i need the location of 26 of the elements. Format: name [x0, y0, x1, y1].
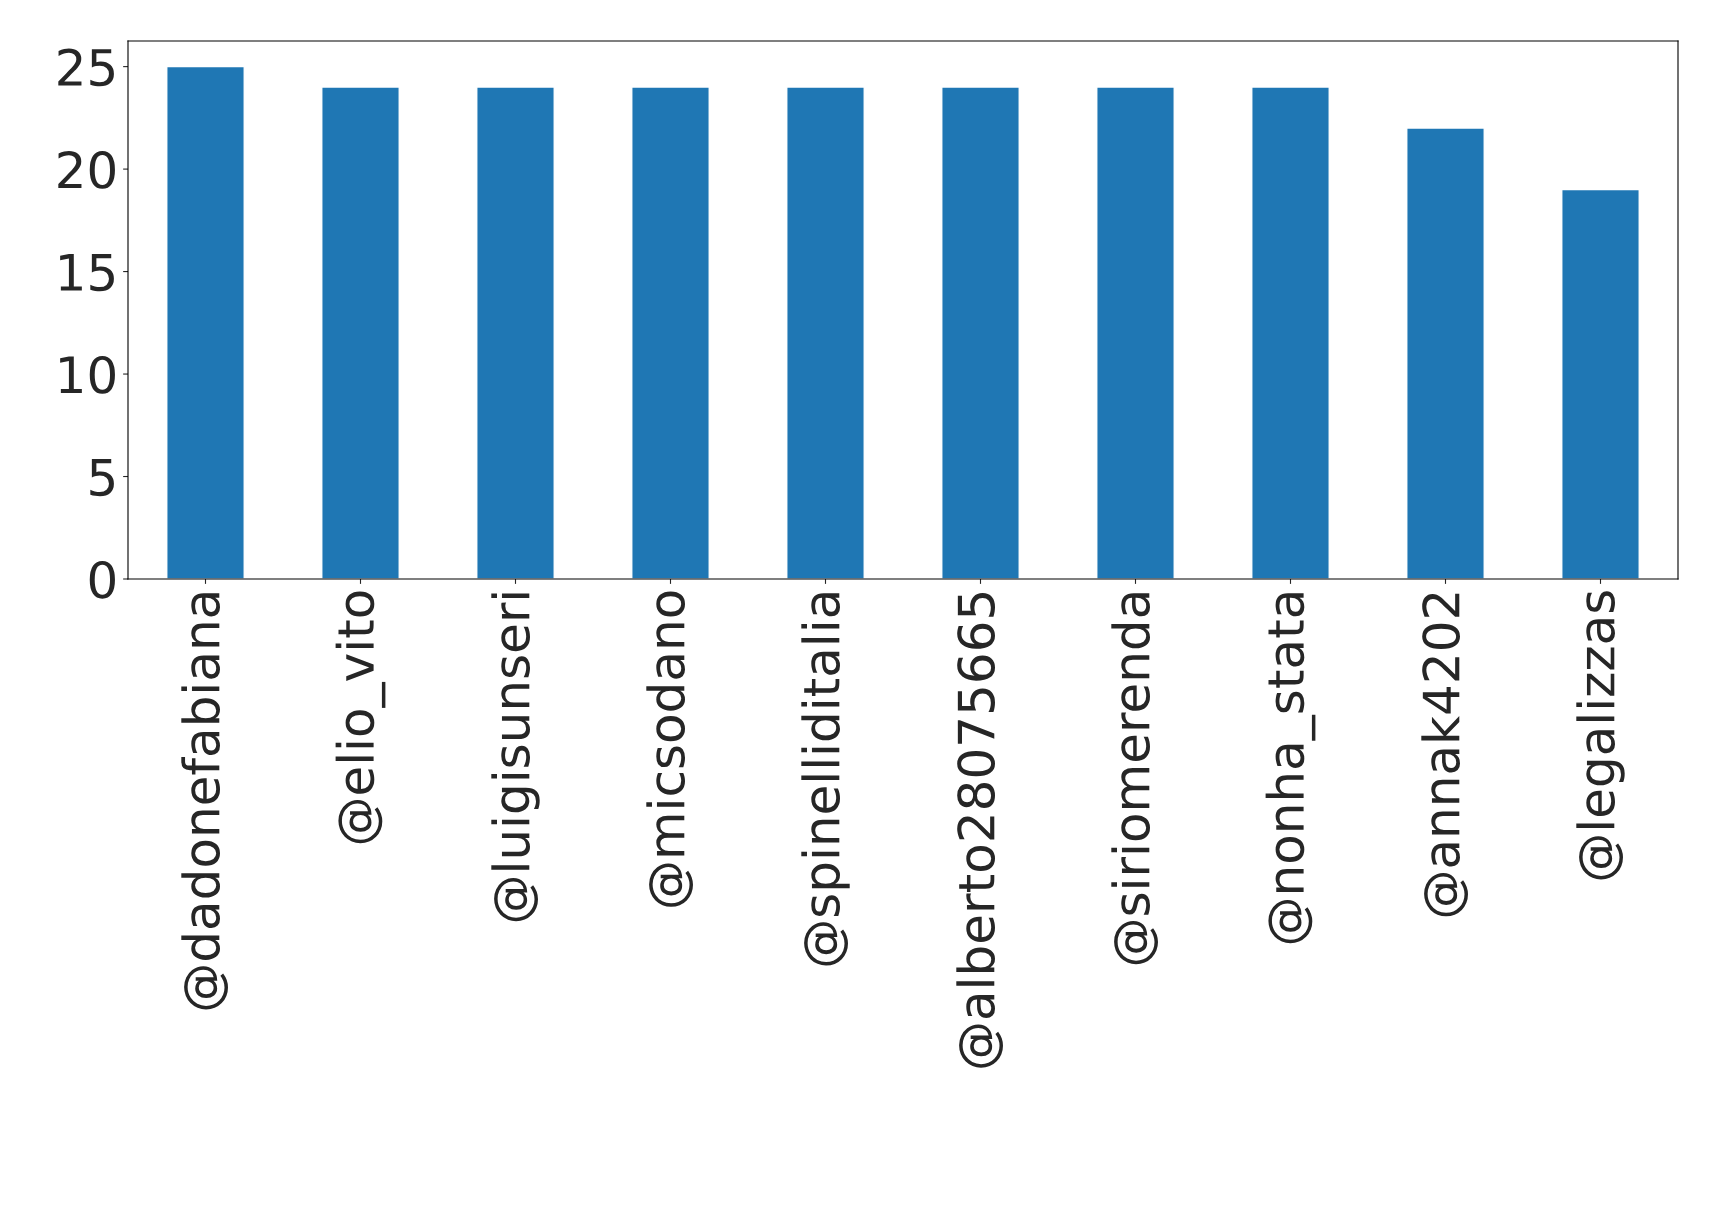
x-tick-label: @siriomerenda — [1111, 593, 1158, 965]
x-tick-label: @dadonefabiana — [181, 593, 228, 1010]
bar — [631, 86, 710, 579]
x-tick-label: @spinelliditalia — [801, 593, 850, 966]
x-tick-label: @alberto28075665 — [956, 593, 1003, 1068]
y-tick-label: 5 — [90, 459, 114, 497]
bar — [786, 86, 865, 579]
y-tick-label: 0 — [89, 560, 115, 599]
bar — [1406, 127, 1485, 579]
x-tick-label: @legalizzas — [1576, 591, 1625, 880]
bar — [1251, 86, 1330, 579]
x-tick-label: @nonha_stata — [1265, 593, 1316, 944]
y-tick-label: 20 — [58, 150, 115, 189]
y-tick-label: 25 — [58, 48, 114, 87]
bar — [321, 86, 400, 579]
bar — [1096, 86, 1175, 579]
x-tick-label: @elio_vito — [335, 591, 386, 844]
x-tick-label: @luigisunseri — [491, 593, 540, 922]
bar — [941, 86, 1020, 579]
x-tick-label: @annak4202 — [1421, 593, 1468, 917]
bar — [166, 65, 245, 579]
y-tick-label: 15 — [60, 254, 114, 292]
x-tick-label: @micsodano — [646, 591, 693, 907]
bar — [476, 86, 555, 579]
bar — [1561, 188, 1640, 579]
y-tick-label: 10 — [60, 355, 115, 394]
